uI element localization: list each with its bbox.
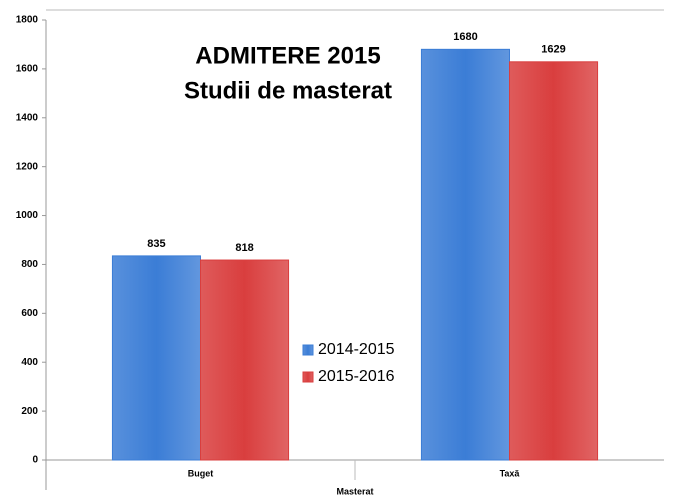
bar — [420, 48, 510, 461]
y-tick-label: 1400 — [16, 112, 39, 123]
y-tick-label: 800 — [21, 259, 38, 270]
value-label: 835 — [147, 238, 165, 250]
value-label: 818 — [235, 242, 253, 254]
legend-swatch — [302, 371, 314, 383]
y-tick-label: 400 — [21, 357, 38, 368]
bar — [509, 61, 599, 461]
y-tick-label: 0 — [32, 455, 38, 466]
y-tick-label: 1200 — [16, 161, 39, 172]
value-label: 1629 — [541, 44, 565, 56]
legend-label: 2015-2016 — [318, 368, 395, 385]
value-label: 1680 — [453, 31, 477, 43]
y-tick-label: 1600 — [16, 64, 39, 75]
chart-subtitle: Studii de masterat — [184, 77, 392, 104]
legend-swatch — [302, 344, 314, 356]
y-tick-label: 200 — [21, 406, 38, 417]
bar — [111, 255, 201, 461]
x-axis-label: Masterat — [336, 486, 373, 496]
chart-title: ADMITERE 2015 — [195, 42, 380, 69]
y-tick-label: 1000 — [16, 210, 39, 221]
legend-label: 2014-2015 — [318, 341, 395, 358]
y-tick-label: 600 — [21, 308, 38, 319]
x-tick-label: Buget — [188, 468, 214, 478]
y-tick-label: 1800 — [16, 15, 39, 26]
x-tick-label: Taxă — [500, 468, 521, 478]
bar — [200, 259, 290, 461]
